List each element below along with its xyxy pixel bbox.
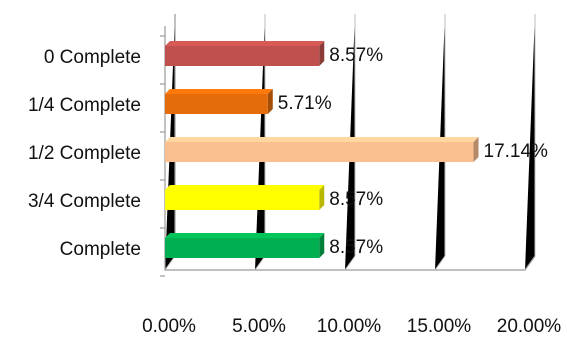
x-tick-label-2: 10.00% <box>317 316 382 337</box>
bar-end-1 <box>267 89 273 114</box>
category-label-4: Complete <box>60 239 141 260</box>
bar-4 <box>165 233 325 258</box>
labels: 0.00% 5.00% 10.00% 15.00% 20.00% 0 Complete 8.… <box>28 45 561 337</box>
value-label-1: 5.71% <box>278 93 332 114</box>
bars <box>165 41 479 258</box>
value-label-2: 17.14% <box>484 141 549 162</box>
bar-top-1 <box>165 89 273 94</box>
bar-front-4 <box>165 238 320 258</box>
bar-front-3 <box>165 190 320 210</box>
x-tick-label-0: 0.00% <box>142 316 196 337</box>
bar-end-2 <box>473 137 479 162</box>
bar-top-3 <box>165 185 325 190</box>
category-label-3: 3/4 Complete <box>28 191 141 212</box>
value-label-3: 8.57% <box>329 189 383 210</box>
value-label-4: 8.57% <box>329 237 383 258</box>
bar-2 <box>165 137 479 162</box>
category-label-2: 1/2 Complete <box>28 143 141 164</box>
category-label-0: 0 Complete <box>44 47 141 68</box>
bar-front-2 <box>165 142 474 162</box>
bar-top-2 <box>165 137 479 142</box>
bar-end-4 <box>319 233 325 258</box>
bar-0 <box>165 41 325 66</box>
bar-end-0 <box>319 41 325 66</box>
x-tick-label-4: 20.00% <box>497 316 562 337</box>
bar-front-0 <box>165 46 320 66</box>
bar-1 <box>165 89 273 114</box>
x-tick-label-1: 5.00% <box>232 316 286 337</box>
bar-end-3 <box>319 185 325 210</box>
bar-top-0 <box>165 41 325 46</box>
x-tick-label-3: 15.00% <box>407 316 472 337</box>
category-label-1: 1/4 Complete <box>28 95 141 116</box>
bar-3 <box>165 185 325 210</box>
value-label-0: 8.57% <box>329 45 383 66</box>
bar-top-4 <box>165 233 325 238</box>
bar-front-1 <box>165 94 268 114</box>
